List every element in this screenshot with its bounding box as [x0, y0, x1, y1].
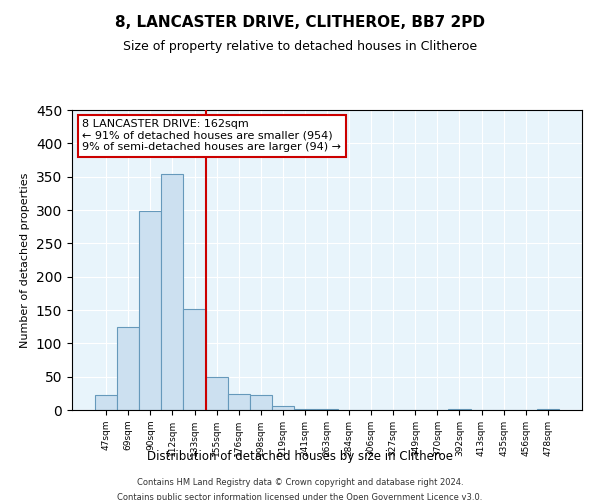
- Text: 8 LANCASTER DRIVE: 162sqm
← 91% of detached houses are smaller (954)
9% of semi-: 8 LANCASTER DRIVE: 162sqm ← 91% of detac…: [82, 119, 341, 152]
- Bar: [250, 396, 272, 410]
- Text: Contains public sector information licensed under the Open Government Licence v3: Contains public sector information licen…: [118, 493, 482, 500]
- Bar: [161, 174, 184, 410]
- Bar: [294, 408, 316, 410]
- Text: 8, LANCASTER DRIVE, CLITHEROE, BB7 2PD: 8, LANCASTER DRIVE, CLITHEROE, BB7 2PD: [115, 15, 485, 30]
- Bar: [316, 408, 338, 410]
- Text: Size of property relative to detached houses in Clitheroe: Size of property relative to detached ho…: [123, 40, 477, 53]
- Bar: [272, 406, 294, 410]
- Bar: [206, 376, 227, 410]
- Bar: [227, 394, 250, 410]
- Text: Distribution of detached houses by size in Clitheroe: Distribution of detached houses by size …: [147, 450, 453, 463]
- Bar: [184, 310, 206, 410]
- Bar: [95, 396, 117, 410]
- Bar: [139, 212, 161, 410]
- Text: Contains HM Land Registry data © Crown copyright and database right 2024.: Contains HM Land Registry data © Crown c…: [137, 478, 463, 487]
- Bar: [117, 328, 139, 410]
- Y-axis label: Number of detached properties: Number of detached properties: [20, 172, 31, 348]
